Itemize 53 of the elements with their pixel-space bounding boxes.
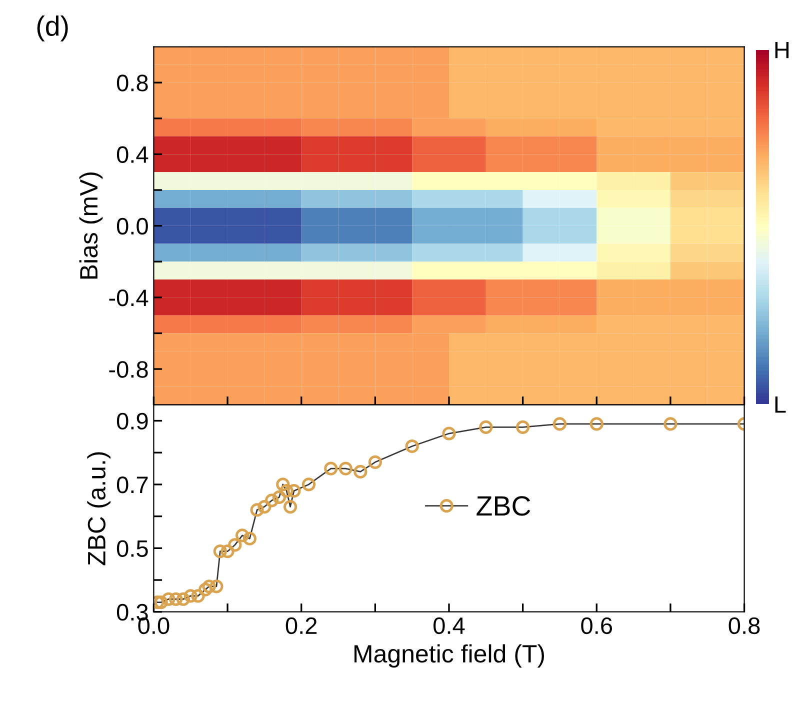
- y-tick-label: 0.9: [116, 412, 148, 430]
- point: [442, 426, 456, 440]
- y-tick-label: 0.7: [116, 476, 148, 494]
- x-tick-label: 0.6: [581, 617, 612, 634]
- x-axis-title: Magnetic field (T): [354, 644, 544, 668]
- point: [324, 462, 338, 476]
- y-tick-label: -0.8: [109, 361, 148, 378]
- point: [516, 420, 530, 434]
- y-tick-label: 0.0: [116, 218, 148, 235]
- x-tick-label: 0.2: [286, 617, 317, 634]
- point: [242, 532, 256, 546]
- point: [198, 582, 212, 596]
- point: [220, 544, 234, 558]
- point: [235, 528, 250, 542]
- color-bar-label: H: [775, 42, 789, 58]
- point: [280, 484, 294, 498]
- color-bar-label: L: [775, 396, 786, 413]
- y-tick-label: 0.8: [116, 74, 148, 92]
- point: [154, 596, 168, 610]
- point: [176, 592, 190, 606]
- y-tick-label: 0.4: [116, 146, 148, 163]
- point: [590, 417, 604, 431]
- point: [302, 478, 316, 492]
- point: [213, 544, 227, 558]
- point: [479, 420, 493, 434]
- point: [354, 464, 368, 479]
- point: [250, 503, 264, 517]
- point: [162, 592, 176, 606]
- point: [184, 589, 198, 603]
- x-tick-label: 0.8: [728, 617, 760, 634]
- legend-label: ZBC: [476, 496, 530, 516]
- point: [664, 417, 678, 431]
- point: [169, 592, 183, 606]
- point: [287, 484, 301, 498]
- point: [265, 494, 279, 508]
- point: [405, 439, 419, 454]
- point: [552, 417, 567, 431]
- point: [191, 589, 205, 603]
- x-tick-label: 0.4: [434, 617, 465, 634]
- y-axis-title: Bias (mV): [79, 172, 103, 279]
- point: [258, 500, 272, 514]
- point: [210, 580, 224, 594]
- point: [338, 462, 352, 476]
- point: [276, 478, 290, 492]
- point: [283, 500, 298, 514]
- point: [228, 538, 242, 552]
- y-axis-title: ZBC (a.u.): [87, 452, 110, 566]
- y-tick-label: -0.4: [109, 289, 148, 306]
- point: [368, 455, 382, 469]
- point: [202, 580, 216, 594]
- point: [272, 490, 286, 504]
- chart-title: (d): [37, 16, 68, 42]
- y-tick-label: 0.5: [116, 540, 148, 557]
